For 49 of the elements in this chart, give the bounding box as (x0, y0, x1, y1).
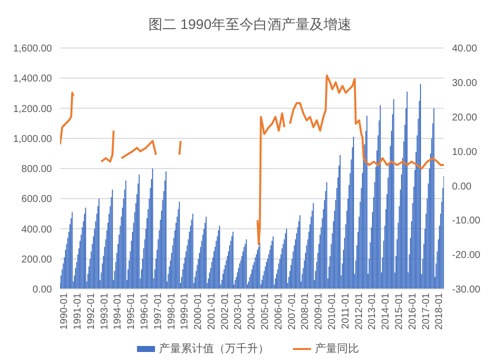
legend-label: 产量同比 (315, 342, 359, 356)
legend-label: 产量累计值（万千升） (159, 342, 269, 356)
x-tick-label: 2004-01 (246, 292, 258, 330)
x-tick-label: 2005-01 (260, 292, 272, 330)
y2-tick-label: -30.00 (452, 284, 481, 296)
x-tick-label: 2015-01 (394, 292, 405, 330)
y2-tick-label: 20.00 (452, 112, 478, 124)
x-tick-label: 1997-01 (152, 292, 164, 330)
y-tick-label: 800.00 (21, 164, 52, 176)
y2-tick-label: 0.00 (452, 181, 472, 192)
x-tick-label: 2009-01 (314, 292, 325, 330)
y-tick-label: 1,200.00 (13, 104, 52, 115)
x-tick-label: 2002-01 (220, 292, 231, 330)
x-tick-label: 1992-01 (86, 292, 97, 330)
x-tick-label: 2000-01 (193, 292, 204, 330)
x-tick-label: 2011-01 (340, 292, 352, 329)
x-tick-label: 2012-01 (354, 292, 365, 330)
x-tick-label: 1994-01 (112, 292, 124, 330)
x-tick-label: 2014-01 (380, 292, 392, 330)
y-tick-label: 1,400.00 (13, 74, 52, 85)
y-tick-label: 200.00 (21, 254, 52, 266)
x-tick-label: 2013-01 (367, 292, 378, 330)
y-tick-label: 600.00 (21, 194, 52, 206)
x-tick-label: 2003-01 (233, 292, 244, 330)
x-tick-label: 2016-01 (407, 292, 418, 330)
x-tick-label: 1990-01 (59, 292, 70, 330)
y2-tick-label: -20.00 (452, 250, 481, 262)
x-tick-label: 1991-01 (72, 292, 84, 330)
x-tick-label: 2010-01 (327, 292, 338, 330)
y2-tick-label: 10.00 (452, 146, 478, 158)
y2-tick-label: 40.00 (452, 44, 478, 55)
chart-title: 图二 1990年至今白酒产量及增速 (147, 15, 353, 34)
y2-tick-label: -10.00 (452, 216, 481, 227)
y-tick-label: 1,600.00 (13, 44, 52, 55)
y-tick-label: 400.00 (21, 224, 52, 236)
y-tick-label: 1,000.00 (13, 134, 52, 145)
x-tick-label: 1999-01 (180, 292, 191, 330)
x-tick-label: 2008-01 (300, 292, 312, 330)
x-tick-label: 1995-01 (126, 292, 138, 330)
x-tick-label: 1996-01 (139, 292, 150, 330)
x-tick-label: 1998-01 (166, 292, 178, 330)
x-tick-label: 2018-01 (434, 292, 446, 330)
x-tick-label: 1993-01 (99, 292, 110, 330)
x-tick-label: 2006-01 (273, 292, 284, 330)
y2-tick-label: 30.00 (452, 78, 478, 89)
x-tick-label: 2007-01 (286, 292, 298, 330)
x-tick-label: 2017-01 (420, 292, 432, 330)
x-tick-label: 2001-01 (206, 292, 218, 330)
y-tick-label: 0.00 (32, 284, 52, 296)
